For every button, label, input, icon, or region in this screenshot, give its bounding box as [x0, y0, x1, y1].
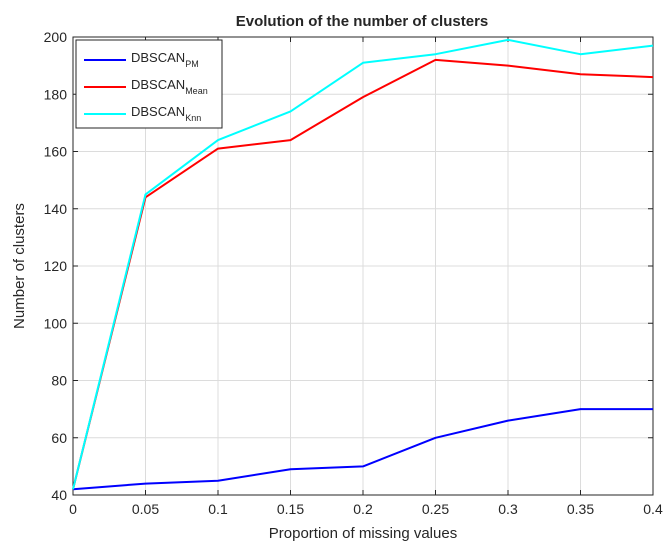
y-tick-label: 80 [51, 373, 67, 389]
legend-label-mean: DBSCANMean [131, 77, 208, 96]
x-tick-label: 0.05 [132, 501, 159, 517]
series-line-pm [72, 408, 653, 491]
y-tick-label: 40 [51, 487, 67, 503]
y-tick-label: 100 [44, 315, 68, 331]
y-tick-label: 180 [44, 86, 68, 102]
series-line-mean [72, 58, 654, 490]
y-axis-ticks: 40 60 80 100 120 140 160 180 200 [44, 29, 653, 503]
x-tick-label: 0.15 [277, 501, 304, 517]
legend: DBSCANPM DBSCANMean DBSCANKnn [75, 39, 223, 129]
y-axis-label: Number of clusters [11, 203, 28, 329]
series-lines [72, 38, 654, 491]
legend-label-knn: DBSCANKnn [131, 104, 201, 123]
x-tick-label: 0.3 [498, 501, 518, 517]
x-tick-label: 0 [69, 501, 77, 517]
chart-title: Evolution of the number of clusters [236, 13, 489, 30]
y-tick-label: 200 [44, 29, 68, 45]
x-tick-label: 0.25 [422, 501, 449, 517]
grid [73, 37, 653, 495]
x-tick-label: 0.35 [567, 501, 594, 517]
x-axis-label: Proportion of missing values [269, 525, 457, 542]
legend-label-pm: DBSCANPM [131, 50, 199, 69]
y-tick-label: 120 [44, 258, 68, 274]
y-tick-label: 140 [44, 201, 68, 217]
y-tick-label: 160 [44, 144, 68, 160]
x-tick-label: 0.2 [353, 501, 373, 517]
x-tick-label: 0.1 [208, 501, 228, 517]
x-tick-label: 0.4 [643, 501, 663, 517]
y-tick-label: 60 [51, 430, 67, 446]
series-line-knn [72, 38, 654, 490]
